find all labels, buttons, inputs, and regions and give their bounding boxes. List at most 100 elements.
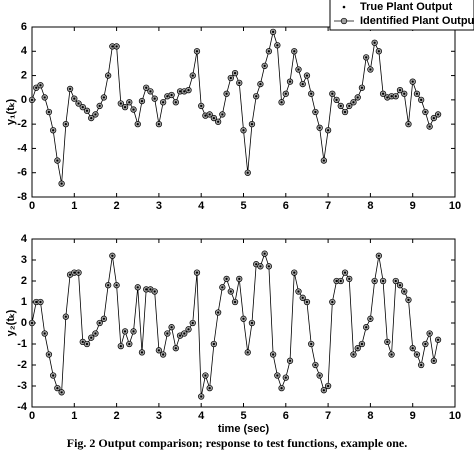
dot-marker [369, 68, 372, 71]
x-tick-label: 10 [449, 410, 461, 422]
dot-marker [39, 84, 42, 87]
dot-marker [297, 290, 300, 293]
dot-marker [284, 376, 287, 379]
dot-marker [136, 123, 139, 126]
dot-marker [365, 56, 368, 59]
dot-marker [284, 92, 287, 95]
x-tick-label: 7 [325, 410, 331, 422]
dot-marker [293, 50, 296, 53]
dot-marker [390, 353, 393, 356]
y-axis-label: y₂(tₖ) [5, 309, 17, 336]
x-tick-label: 9 [410, 410, 416, 422]
dot-marker [81, 106, 84, 109]
x-tick-label: 1 [71, 200, 77, 212]
dot-marker [170, 93, 173, 97]
dot-marker [259, 82, 262, 86]
dot-marker [56, 387, 59, 390]
dot-marker [85, 109, 89, 112]
dot-marker [276, 374, 279, 377]
dot-marker [157, 349, 160, 352]
dot-marker [200, 104, 203, 108]
dot-marker [398, 89, 402, 92]
dot-marker [394, 279, 397, 283]
dot-marker [411, 347, 414, 350]
dot-marker [339, 279, 342, 283]
dot-marker [52, 129, 55, 132]
dot-marker [30, 321, 34, 325]
x-axis-label: time (sec) [218, 423, 270, 435]
dot-marker [263, 252, 266, 255]
dot-marker [68, 87, 72, 91]
dot-marker [297, 68, 300, 71]
dot-marker [365, 326, 368, 329]
dot-marker [288, 359, 292, 362]
dot-marker [250, 321, 254, 325]
dot-marker [30, 98, 34, 101]
dot-marker [132, 108, 135, 111]
dot-marker [60, 182, 63, 185]
dot-marker [35, 300, 38, 304]
x-tick-label: 8 [367, 200, 373, 212]
dot-marker [98, 321, 101, 325]
dot-marker [377, 50, 380, 53]
dot-marker [305, 74, 309, 77]
dot-marker [107, 284, 110, 287]
dot-marker [403, 290, 406, 293]
dot-marker [77, 271, 80, 274]
dot-marker [424, 110, 427, 114]
dot-marker [420, 98, 423, 101]
dot-marker [301, 82, 304, 86]
dot-marker [310, 92, 313, 95]
dot-marker [373, 279, 376, 283]
x-tick-label: 4 [198, 410, 205, 422]
dot-marker [157, 123, 160, 126]
dot-marker [428, 332, 431, 335]
x-tick-label: 6 [283, 200, 289, 212]
dot-marker [204, 374, 207, 377]
dot-marker [276, 44, 279, 47]
y-tick-label: 6 [21, 21, 27, 33]
dot-marker [280, 101, 283, 104]
x-tick-label: 0 [29, 410, 35, 422]
dot-marker [35, 86, 38, 89]
dot-marker [242, 317, 245, 320]
dot-marker [407, 298, 410, 301]
dot-marker [98, 104, 101, 108]
dot-marker [208, 387, 211, 390]
x-tick-label: 1 [71, 410, 77, 422]
dot-marker [43, 332, 46, 335]
dot-marker [263, 64, 266, 67]
x-tick-label: 2 [114, 410, 120, 422]
dot-marker [348, 277, 351, 280]
dot-marker [280, 387, 283, 390]
dot-marker [187, 89, 190, 92]
dot-marker [318, 374, 321, 377]
dot-marker [356, 347, 359, 350]
dot-marker [94, 113, 97, 116]
dot-marker [411, 80, 414, 83]
dot-marker [381, 279, 385, 283]
dot-marker [225, 277, 228, 280]
dot-marker [60, 391, 63, 394]
dot-marker [153, 290, 156, 293]
dot-marker [111, 254, 114, 257]
series-line [31, 30, 439, 184]
dot-marker [246, 351, 249, 354]
y-tick-label: -4 [17, 401, 28, 413]
dot-marker [145, 86, 148, 89]
dot-marker [246, 171, 249, 174]
dot-marker [310, 342, 313, 346]
y-tick-label: 0 [21, 94, 27, 106]
x-tick-label: 7 [325, 200, 331, 212]
dot-marker [272, 30, 275, 33]
dot-marker [352, 101, 355, 104]
dot-marker [386, 340, 389, 343]
dot-marker [403, 92, 406, 95]
dot-marker [335, 279, 338, 283]
dot-marker [183, 332, 186, 335]
x-tick-label: 6 [283, 410, 289, 422]
dot-marker [428, 125, 431, 128]
dot-marker [424, 342, 427, 346]
dot-marker [174, 101, 177, 104]
dot-marker [73, 97, 76, 100]
